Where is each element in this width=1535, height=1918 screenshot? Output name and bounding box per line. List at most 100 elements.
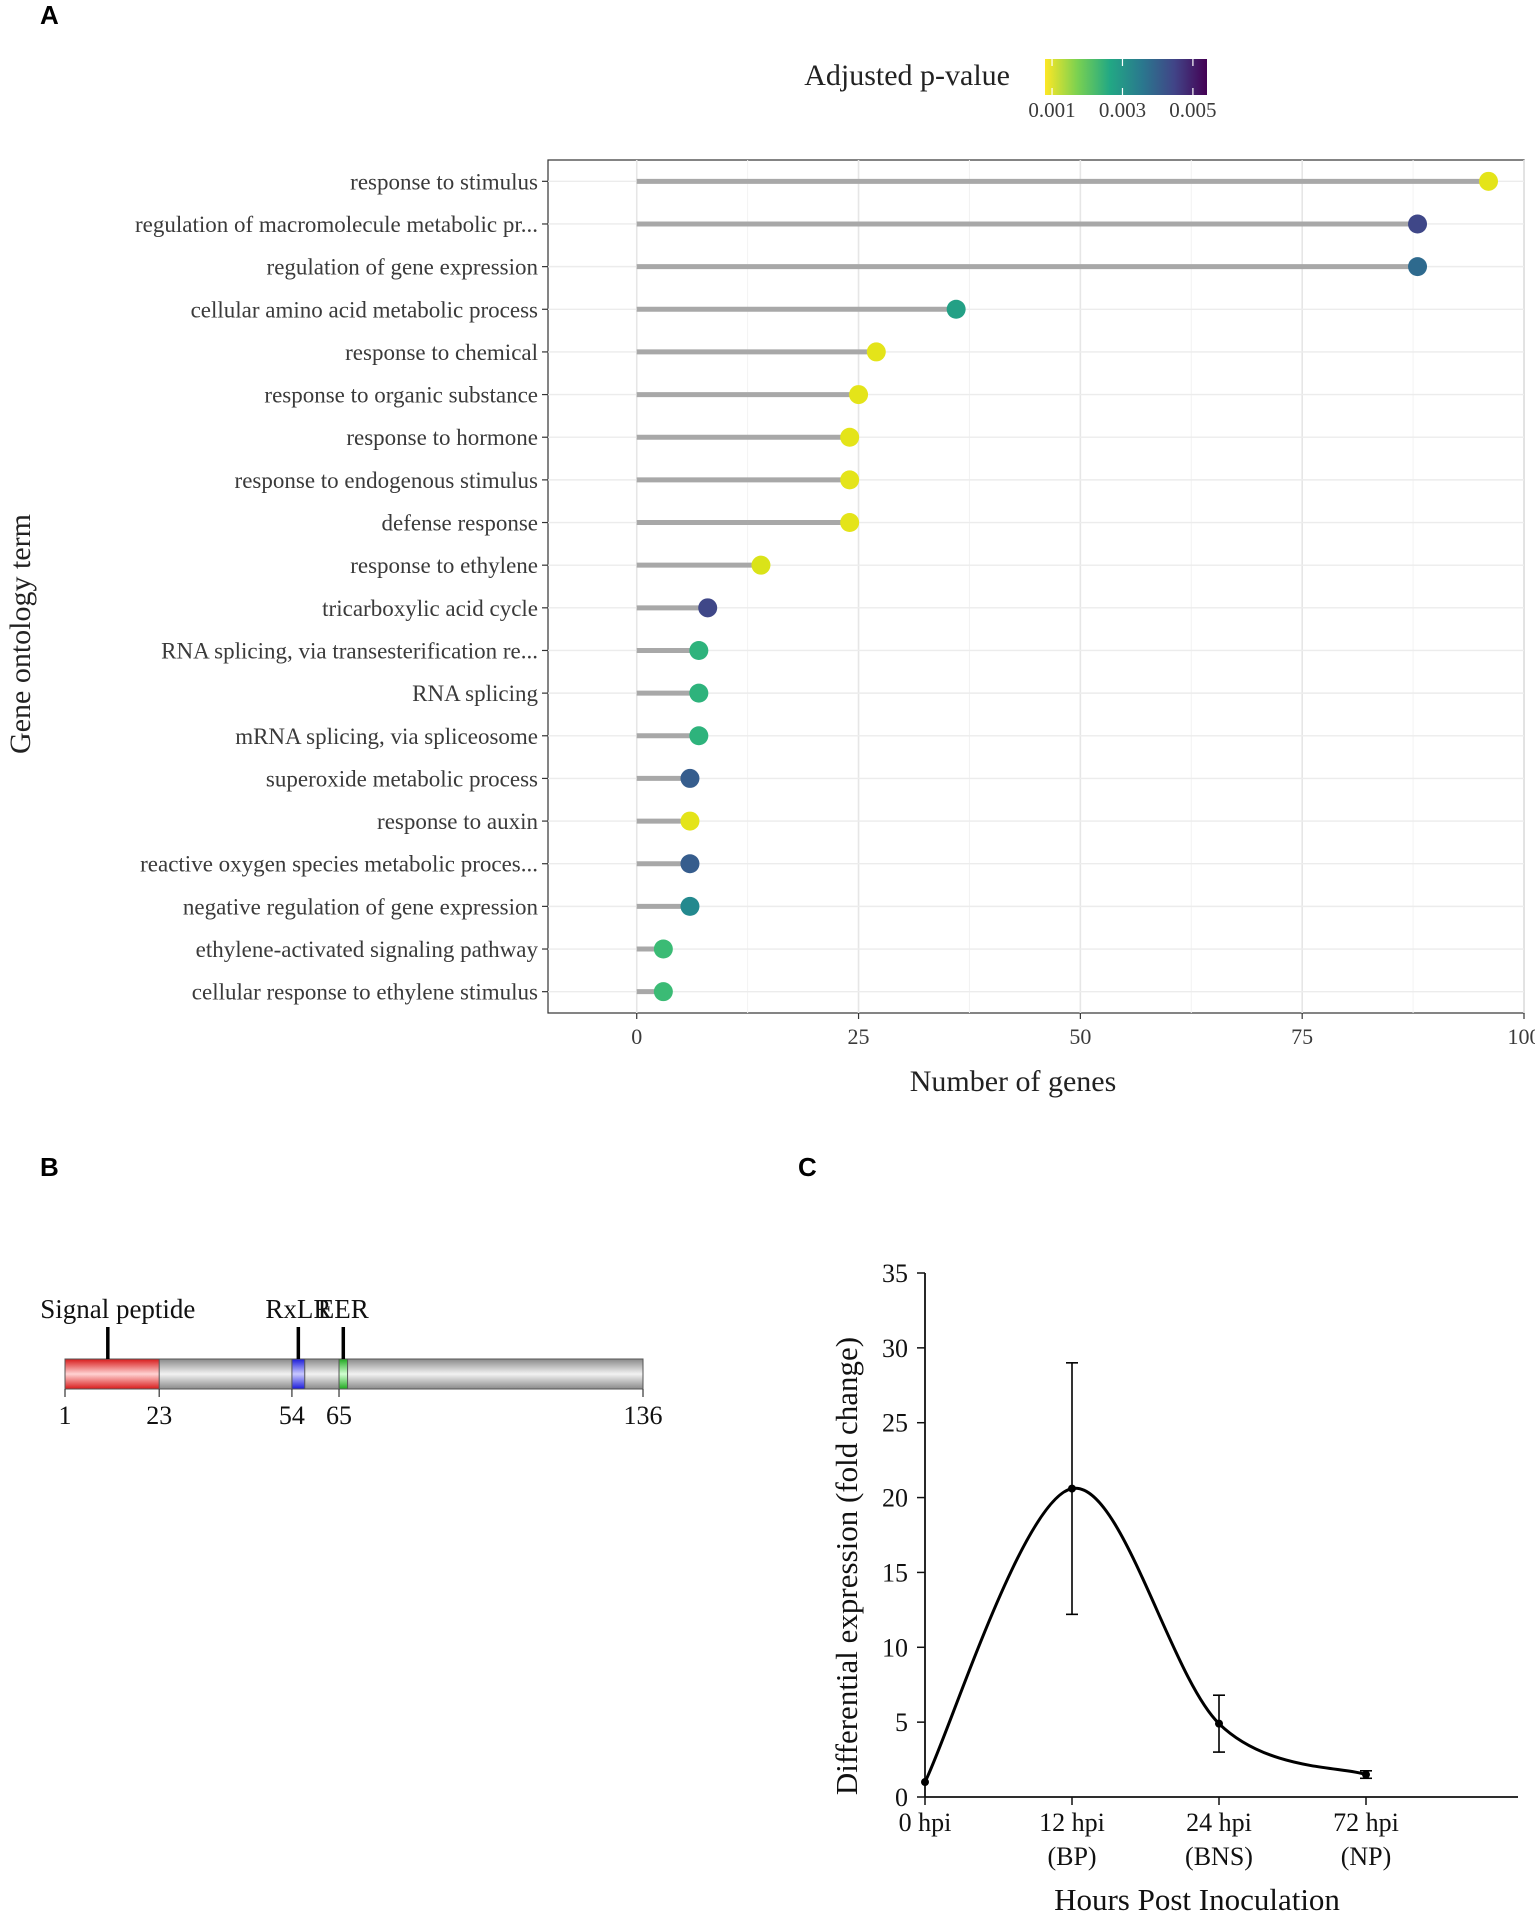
y-tick-label: RNA splicing, via transesterification re…: [161, 638, 538, 663]
y-tick-label: 0: [895, 1783, 908, 1812]
panel-label-b: B: [40, 1152, 59, 1182]
x-tick-sublabel: (NP): [1341, 1842, 1392, 1871]
y-tick-label: 10: [882, 1633, 908, 1662]
y-tick-label: reactive oxygen species metabolic proces…: [140, 852, 538, 877]
y-tick-label: 15: [882, 1558, 908, 1587]
y-tick-label: RNA splicing: [412, 681, 538, 706]
y-tick-label: 25: [882, 1409, 908, 1438]
go-lollipop-chart: response to stimulus regulation of macrom…: [4, 59, 1535, 1098]
position-label: 1: [59, 1401, 72, 1430]
y-tick-label: response to hormone: [346, 425, 538, 450]
legend-tick-label: 0.003: [1099, 98, 1146, 122]
y-tick-label: 35: [882, 1259, 908, 1288]
data-point: [653, 939, 673, 959]
y-tick-label: cellular amino acid metabolic process: [191, 297, 538, 322]
x-tick-label: 0: [631, 1024, 642, 1049]
x-tick-sublabel: (BP): [1047, 1842, 1096, 1871]
y-tick-label: cellular response to ethylene stimulus: [192, 980, 538, 1005]
x-tick-sublabel: (BNS): [1185, 1842, 1253, 1871]
domain-signal-peptide: [64, 1358, 160, 1390]
y-tick-label: negative regulation of gene expression: [183, 894, 539, 919]
color-legend: Adjusted p-value 0.001 0.003 0.005: [804, 59, 1217, 122]
domain-eer: [338, 1358, 349, 1390]
x-tick-labels: 0 hpi 12 hpi (BP) 24 hpi (BNS) 72 hpi (NP): [899, 1797, 1399, 1871]
data-point: [840, 513, 860, 533]
x-tick-label: 50: [1069, 1024, 1091, 1049]
y-tick-label: 20: [882, 1484, 908, 1513]
position-label: 136: [624, 1401, 663, 1430]
x-tick-label: 72 hpi: [1333, 1808, 1399, 1837]
data-point: [1215, 1719, 1223, 1728]
x-tick-label: 75: [1291, 1024, 1313, 1049]
domain-label: Signal peptide: [40, 1294, 195, 1324]
y-axis-title: Gene ontology term: [4, 514, 37, 754]
y-tick-label: defense response: [382, 511, 538, 536]
y-tick-label: 30: [882, 1334, 908, 1363]
y-tick-label: response to chemical: [345, 340, 538, 365]
data-point: [849, 385, 869, 405]
y-tick-label: regulation of macromolecule metabolic pr…: [135, 212, 538, 237]
position-label: 65: [326, 1401, 352, 1430]
x-tick-label: 25: [848, 1024, 870, 1049]
y-tick-label: regulation of gene expression: [267, 255, 539, 280]
panel-label-a: A: [40, 0, 59, 30]
y-tick-label: tricarboxylic acid cycle: [322, 596, 538, 621]
y-tick-label: response to stimulus: [350, 169, 538, 194]
data-point: [689, 683, 709, 703]
y-tick-label: response to organic substance: [264, 383, 538, 408]
expression-line-chart: 0 5 10 15 20 25 30 35 0 hpi 12 hpi (BP) 24 hpi (BNS…: [829, 1259, 1518, 1917]
data-point: [680, 854, 700, 874]
data-point: [680, 811, 700, 831]
data-point: [751, 555, 771, 575]
x-tick-labels: 0 25 50 75 100: [631, 1013, 1535, 1049]
legend-colorbar: [1045, 59, 1207, 95]
x-axis-title: Number of genes: [910, 1065, 1117, 1098]
data-point: [921, 1778, 929, 1787]
domain-label: EER: [318, 1294, 369, 1324]
x-tick-label: 0 hpi: [899, 1808, 952, 1837]
data-point: [1408, 257, 1428, 277]
position-label: 54: [279, 1401, 305, 1430]
domain-rxlr: [291, 1358, 306, 1390]
y-tick-labels: 0 5 10 15 20 25 30 35: [882, 1259, 925, 1812]
x-tick-label: 24 hpi: [1186, 1808, 1252, 1837]
plot-panel: [547, 159, 1525, 1014]
y-tick-label: mRNA splicing, via spliceosome: [235, 724, 538, 749]
y-tick-label: response to endogenous stimulus: [235, 468, 538, 493]
domain-label: RxLR: [265, 1294, 331, 1324]
legend-ticks: 0.001 0.003 0.005: [1028, 59, 1217, 122]
x-axis-title: Hours Post Inoculation: [1054, 1882, 1340, 1917]
points: [653, 171, 1499, 1002]
legend-title: Adjusted p-value: [804, 59, 1010, 92]
axes: [924, 1273, 1518, 1798]
series-line: [923, 1487, 1367, 1783]
data-point: [840, 427, 860, 447]
protein-backbone: [64, 1358, 644, 1390]
data-point: [653, 982, 673, 1002]
legend-tick-label: 0.005: [1169, 98, 1216, 122]
y-tick-label: 5: [895, 1708, 908, 1737]
y-tick-labels: response to stimulus regulation of macrom…: [135, 169, 548, 1005]
y-tick-label: superoxide metabolic process: [266, 766, 538, 791]
data-point: [1068, 1484, 1076, 1493]
legend-tick-label: 0.001: [1028, 98, 1075, 122]
data-point: [680, 896, 700, 916]
x-tick-label: 12 hpi: [1039, 1808, 1105, 1837]
data-point: [1362, 1770, 1370, 1779]
position-label: 23: [146, 1401, 172, 1430]
data-point: [1479, 171, 1499, 191]
data-point: [946, 299, 966, 319]
y-tick-label: response to auxin: [377, 809, 538, 834]
data-point: [689, 726, 709, 746]
x-tick-label: 100: [1508, 1024, 1535, 1049]
y-tick-label: ethylene-activated signaling pathway: [196, 937, 539, 962]
panel-label-c: C: [798, 1152, 817, 1182]
data-point: [840, 470, 860, 490]
data-point: [689, 640, 709, 660]
data-point: [698, 598, 718, 618]
data-point: [680, 768, 700, 788]
y-axis-title: Differential expression (fold change): [829, 1337, 864, 1795]
y-tick-label: response to ethylene: [350, 553, 538, 578]
